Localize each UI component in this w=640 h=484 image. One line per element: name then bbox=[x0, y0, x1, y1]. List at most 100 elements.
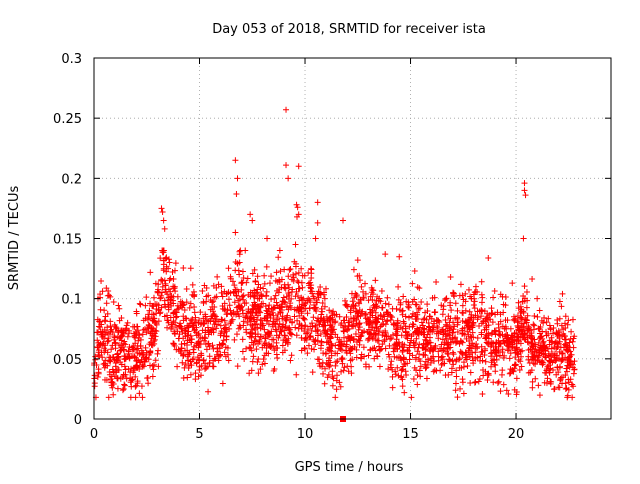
data-point bbox=[562, 313, 569, 320]
data-point bbox=[452, 300, 459, 307]
data-point bbox=[473, 341, 480, 348]
data-point bbox=[218, 342, 225, 349]
data-point bbox=[287, 316, 294, 323]
data-point bbox=[235, 288, 242, 295]
data-point bbox=[322, 285, 329, 292]
data-point bbox=[256, 295, 263, 302]
data-point bbox=[95, 349, 102, 356]
data-point bbox=[438, 361, 445, 368]
data-point bbox=[424, 361, 431, 368]
data-point bbox=[277, 268, 284, 275]
data-point bbox=[314, 327, 321, 334]
data-point bbox=[340, 328, 347, 335]
data-point bbox=[217, 332, 224, 339]
data-point bbox=[443, 335, 450, 342]
data-point bbox=[417, 363, 424, 370]
data-point bbox=[98, 278, 105, 285]
data-point bbox=[210, 318, 217, 325]
data-point bbox=[159, 283, 166, 290]
data-point bbox=[571, 358, 578, 365]
data-point bbox=[272, 277, 279, 284]
data-point bbox=[266, 302, 273, 309]
data-point bbox=[411, 267, 418, 274]
data-point bbox=[218, 289, 225, 296]
data-point bbox=[270, 323, 277, 330]
data-point bbox=[330, 375, 337, 382]
data-point bbox=[510, 368, 517, 375]
data-point bbox=[180, 264, 187, 271]
data-point bbox=[270, 305, 277, 312]
data-point bbox=[529, 276, 536, 283]
data-point bbox=[556, 335, 563, 342]
data-point bbox=[541, 369, 548, 376]
data-point bbox=[485, 370, 492, 377]
data-point bbox=[453, 373, 460, 380]
data-point bbox=[169, 321, 176, 328]
data-point bbox=[235, 325, 242, 332]
data-point bbox=[454, 321, 461, 328]
data-point bbox=[170, 340, 177, 347]
data-point bbox=[567, 376, 574, 383]
data-point bbox=[101, 307, 108, 314]
data-point bbox=[256, 308, 263, 315]
data-point bbox=[452, 334, 459, 341]
data-point bbox=[568, 351, 575, 358]
data-point bbox=[406, 356, 413, 363]
data-point bbox=[337, 345, 344, 352]
data-point bbox=[525, 369, 532, 376]
data-point bbox=[517, 340, 524, 347]
data-point bbox=[224, 310, 231, 317]
data-point bbox=[180, 317, 187, 324]
data-point bbox=[369, 307, 376, 314]
data-point bbox=[159, 209, 166, 216]
data-point bbox=[492, 368, 499, 375]
data-point bbox=[526, 359, 533, 366]
data-point bbox=[224, 345, 231, 352]
data-point bbox=[449, 329, 456, 336]
data-point bbox=[499, 323, 506, 330]
data-point bbox=[201, 334, 208, 341]
data-point bbox=[222, 324, 229, 331]
x-tick-label: 20 bbox=[508, 427, 525, 442]
data-point bbox=[474, 289, 481, 296]
data-point bbox=[247, 211, 254, 218]
data-point bbox=[145, 314, 152, 321]
data-point bbox=[233, 311, 240, 318]
data-point bbox=[384, 311, 391, 318]
data-point bbox=[190, 355, 197, 362]
data-point bbox=[365, 335, 372, 342]
data-point bbox=[131, 354, 138, 361]
data-point bbox=[164, 324, 171, 331]
data-point bbox=[270, 367, 277, 374]
data-point bbox=[125, 330, 132, 337]
data-point bbox=[324, 361, 331, 368]
data-point bbox=[467, 369, 474, 376]
data-point bbox=[219, 341, 226, 348]
data-point bbox=[139, 349, 146, 356]
data-point bbox=[184, 374, 191, 381]
data-point bbox=[466, 326, 473, 333]
data-point bbox=[444, 327, 451, 334]
data-point bbox=[288, 352, 295, 359]
data-point bbox=[375, 328, 382, 335]
data-point bbox=[210, 310, 217, 317]
data-point bbox=[333, 359, 340, 366]
data-point bbox=[425, 319, 432, 326]
data-point bbox=[242, 314, 249, 321]
data-point bbox=[264, 235, 271, 242]
data-point bbox=[401, 389, 408, 396]
data-point bbox=[298, 325, 305, 332]
data-point bbox=[253, 320, 260, 327]
data-point bbox=[513, 375, 520, 382]
data-point bbox=[185, 323, 192, 330]
data-point bbox=[154, 350, 161, 357]
data-point bbox=[467, 333, 474, 340]
y-tick-label: 0.25 bbox=[53, 112, 82, 127]
data-point bbox=[128, 377, 135, 384]
data-point bbox=[340, 217, 347, 224]
data-point bbox=[186, 304, 193, 311]
data-point bbox=[118, 315, 125, 322]
data-point bbox=[139, 362, 146, 369]
data-point bbox=[112, 345, 119, 352]
data-point bbox=[356, 320, 363, 327]
